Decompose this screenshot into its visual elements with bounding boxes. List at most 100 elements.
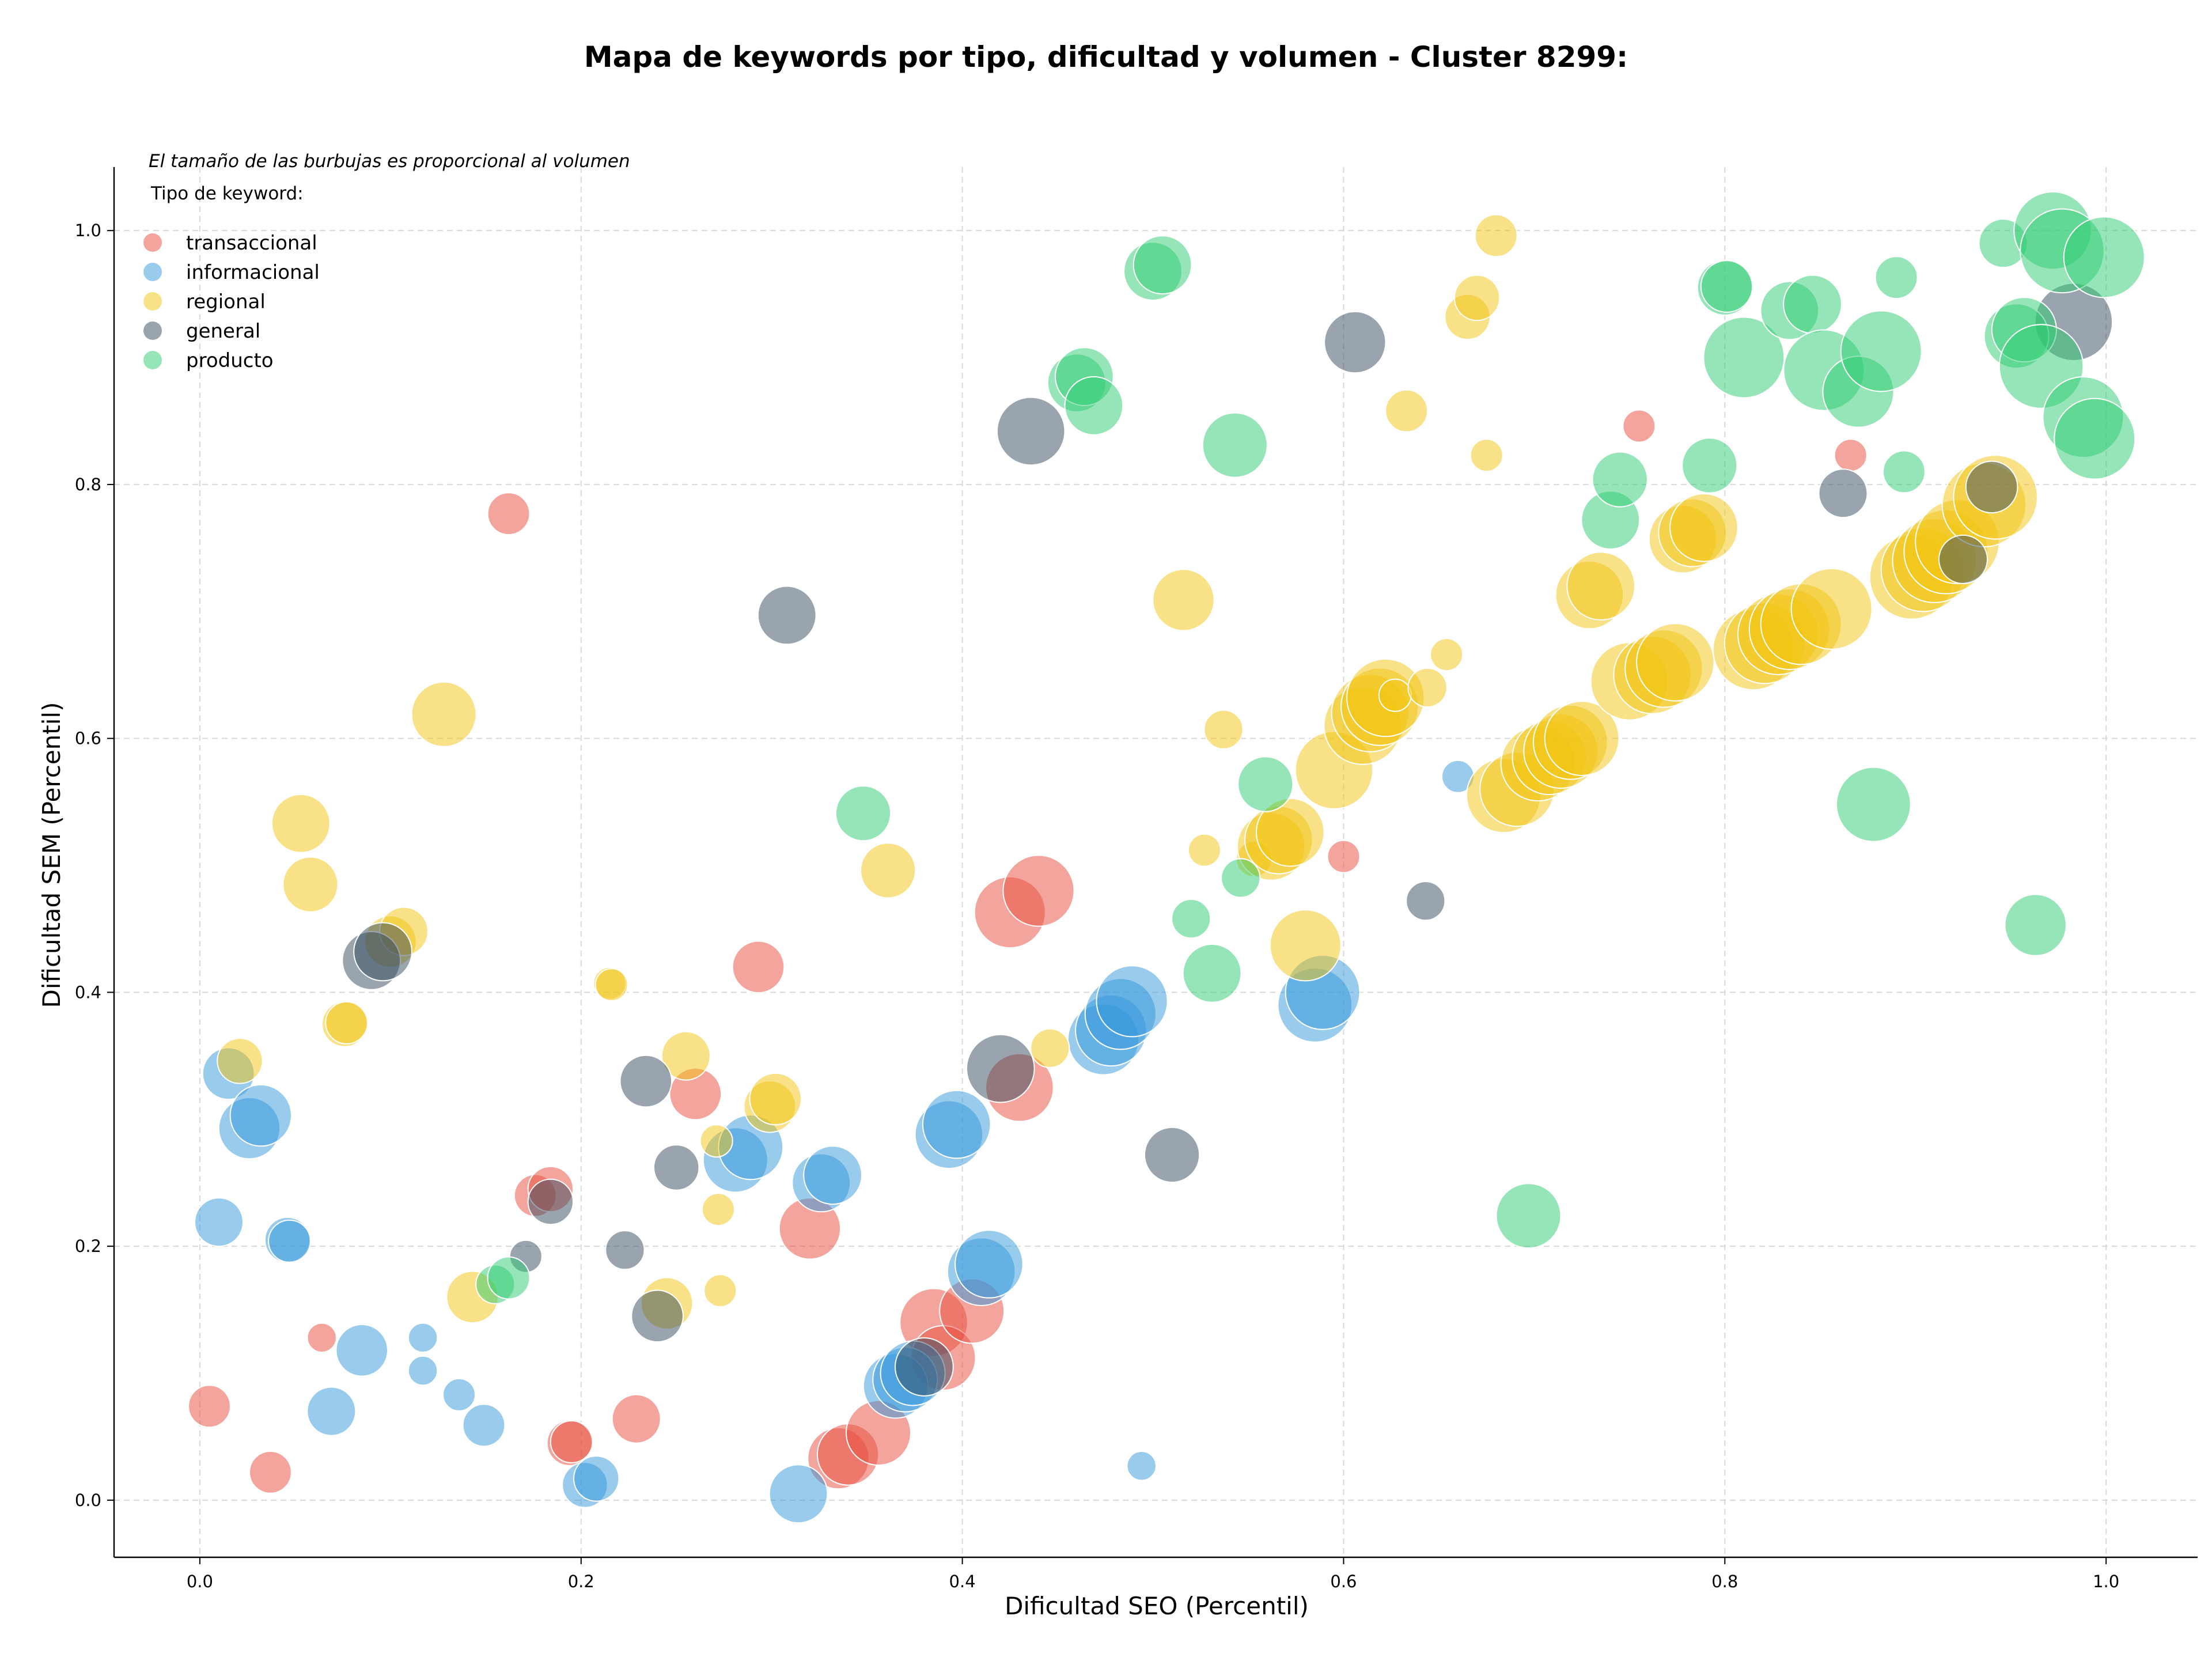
bubble-general-5[interactable] — [619, 1054, 673, 1108]
bubble-producto-9[interactable] — [1182, 943, 1242, 1003]
bubble-producto-7[interactable] — [1064, 376, 1124, 436]
bubble-regional-49[interactable] — [1566, 551, 1635, 621]
bubble-regional-12[interactable] — [661, 1031, 711, 1081]
bubble-producto-21[interactable] — [1783, 274, 1842, 334]
bubble-transaccional-7[interactable] — [550, 1420, 593, 1463]
y-tick-label-0: 0.0 — [75, 1490, 101, 1510]
y-tick-label-4: 0.8 — [75, 475, 101, 494]
bubble-regional-18[interactable] — [860, 842, 916, 899]
bubble-regional-62[interactable] — [1790, 567, 1873, 650]
bubble-producto-2[interactable] — [835, 785, 892, 842]
bubble-regional-34[interactable] — [1385, 389, 1429, 433]
bubble-producto-25[interactable] — [1836, 766, 1911, 842]
bubble-producto-4[interactable] — [1132, 235, 1192, 295]
bubble-informacional-11[interactable] — [462, 1403, 506, 1447]
bubble-producto-13[interactable] — [1495, 1183, 1562, 1249]
bubble-producto-1[interactable] — [487, 1256, 531, 1300]
bubble-producto-16[interactable] — [1681, 437, 1738, 494]
bubble-informacional-9[interactable] — [407, 1355, 438, 1386]
bubble-producto-10[interactable] — [1202, 412, 1268, 478]
bubble-transaccional-3[interactable] — [487, 492, 531, 535]
bubble-regional-39[interactable] — [1469, 438, 1503, 472]
bubble-informacional-29[interactable] — [1096, 965, 1168, 1038]
bubble-general-11[interactable] — [996, 396, 1066, 466]
bubble-transaccional-23[interactable] — [1834, 438, 1868, 472]
bubble-producto-8[interactable] — [1171, 899, 1211, 939]
bubble-informacional-16[interactable] — [768, 1464, 828, 1524]
bubble-general-14[interactable] — [1406, 881, 1446, 921]
bubble-regional-1[interactable] — [271, 793, 331, 853]
bubble-informacional-5[interactable] — [268, 1219, 311, 1263]
bubble-regional-56[interactable] — [1669, 493, 1738, 562]
bubble-regional-17[interactable] — [749, 1072, 802, 1126]
bubble-general-16[interactable] — [1938, 534, 1988, 584]
bubble-regional-19[interactable] — [1030, 1028, 1070, 1068]
bubble-regional-0[interactable] — [217, 1038, 263, 1084]
bubble-transaccional-2[interactable] — [306, 1322, 337, 1353]
bubble-informacional-10[interactable] — [442, 1378, 476, 1412]
bubble-producto-11[interactable] — [1221, 858, 1261, 898]
bubble-regional-27[interactable] — [1269, 909, 1342, 982]
bubble-producto-27[interactable] — [1883, 450, 1926, 494]
bubble-producto-37[interactable] — [2063, 216, 2145, 298]
bubble-regional-10[interactable] — [594, 968, 628, 1002]
bubble-general-10[interactable] — [966, 1034, 1035, 1103]
bubble-informacional-7[interactable] — [335, 1324, 389, 1377]
bubble-producto-31[interactable] — [2004, 894, 2067, 956]
bubble-general-6[interactable] — [631, 1289, 684, 1343]
bubble-regional-53[interactable] — [1636, 623, 1715, 702]
bubble-regional-4[interactable] — [325, 1001, 369, 1045]
bubble-general-15[interactable] — [1818, 468, 1868, 519]
bubble-general-17[interactable] — [1965, 460, 2018, 514]
legend-marker-regional — [143, 292, 162, 311]
bubble-regional-13[interactable] — [699, 1124, 733, 1158]
bubble-transaccional-0[interactable] — [188, 1384, 231, 1428]
bubble-producto-12[interactable] — [1237, 756, 1294, 812]
bubble-producto-26[interactable] — [1874, 256, 1918, 300]
bubble-general-8[interactable] — [757, 585, 817, 645]
bubble-general-7[interactable] — [653, 1144, 700, 1191]
bubble-regional-21[interactable] — [1187, 833, 1221, 867]
bubble-general-1[interactable] — [353, 922, 412, 982]
bubble-regional-15[interactable] — [703, 1274, 737, 1308]
bubble-informacional-3[interactable] — [229, 1084, 292, 1147]
bubble-informacional-8[interactable] — [407, 1322, 438, 1353]
bubble-producto-18[interactable] — [1700, 260, 1753, 313]
ticks: 0.0 0.2 0.4 0.6 0.8 1.0 0.0 0.2 0.4 0.6 0.8 1.0 — [75, 221, 2119, 1591]
bubble-informacional-6[interactable] — [306, 1386, 357, 1436]
bubble-regional-33[interactable] — [1378, 678, 1412, 712]
bubble-regional-20[interactable] — [1152, 569, 1215, 631]
bubble-informacional-30[interactable] — [1126, 1451, 1157, 1481]
bubble-informacional-25[interactable] — [955, 1229, 1024, 1299]
bubble-regional-22[interactable] — [1203, 709, 1244, 750]
bubble-transaccional-22[interactable] — [1622, 409, 1656, 443]
bubble-transaccional-20[interactable] — [1002, 854, 1075, 927]
bubble-general-13[interactable] — [1324, 311, 1387, 374]
bubble-informacional-23[interactable] — [922, 1089, 991, 1159]
bubble-producto-15[interactable] — [1592, 451, 1648, 508]
bubble-producto-19[interactable] — [1703, 316, 1785, 399]
bubble-general-9[interactable] — [895, 1337, 954, 1397]
bubble-informacional-18[interactable] — [803, 1145, 862, 1205]
bubble-informacional-0[interactable] — [194, 1197, 244, 1247]
bubble-general-3[interactable] — [527, 1178, 574, 1225]
bubble-producto-36[interactable] — [2054, 398, 2136, 480]
bubble-regional-36[interactable] — [1430, 638, 1464, 672]
bubble-regional-38[interactable] — [1453, 274, 1501, 321]
bubble-producto-24[interactable] — [1840, 310, 1922, 392]
bubble-regional-40[interactable] — [1474, 214, 1518, 258]
bubble-regional-26[interactable] — [1256, 797, 1325, 867]
bubble-regional-7[interactable] — [411, 681, 477, 747]
bubble-general-4[interactable] — [605, 1230, 645, 1270]
bubble-informacional-13[interactable] — [573, 1455, 620, 1502]
bubble-regional-35[interactable] — [1407, 667, 1448, 708]
bubble-regional-2[interactable] — [282, 856, 339, 913]
axes — [113, 167, 2198, 1558]
bubble-transaccional-10[interactable] — [732, 940, 785, 994]
bubble-regional-47[interactable] — [1544, 701, 1620, 776]
bubble-transaccional-21[interactable] — [1327, 839, 1361, 873]
bubble-regional-14[interactable] — [702, 1193, 735, 1227]
bubble-general-12[interactable] — [1144, 1126, 1200, 1183]
bubble-transaccional-8[interactable] — [611, 1394, 661, 1444]
bubble-transaccional-1[interactable] — [249, 1451, 292, 1494]
